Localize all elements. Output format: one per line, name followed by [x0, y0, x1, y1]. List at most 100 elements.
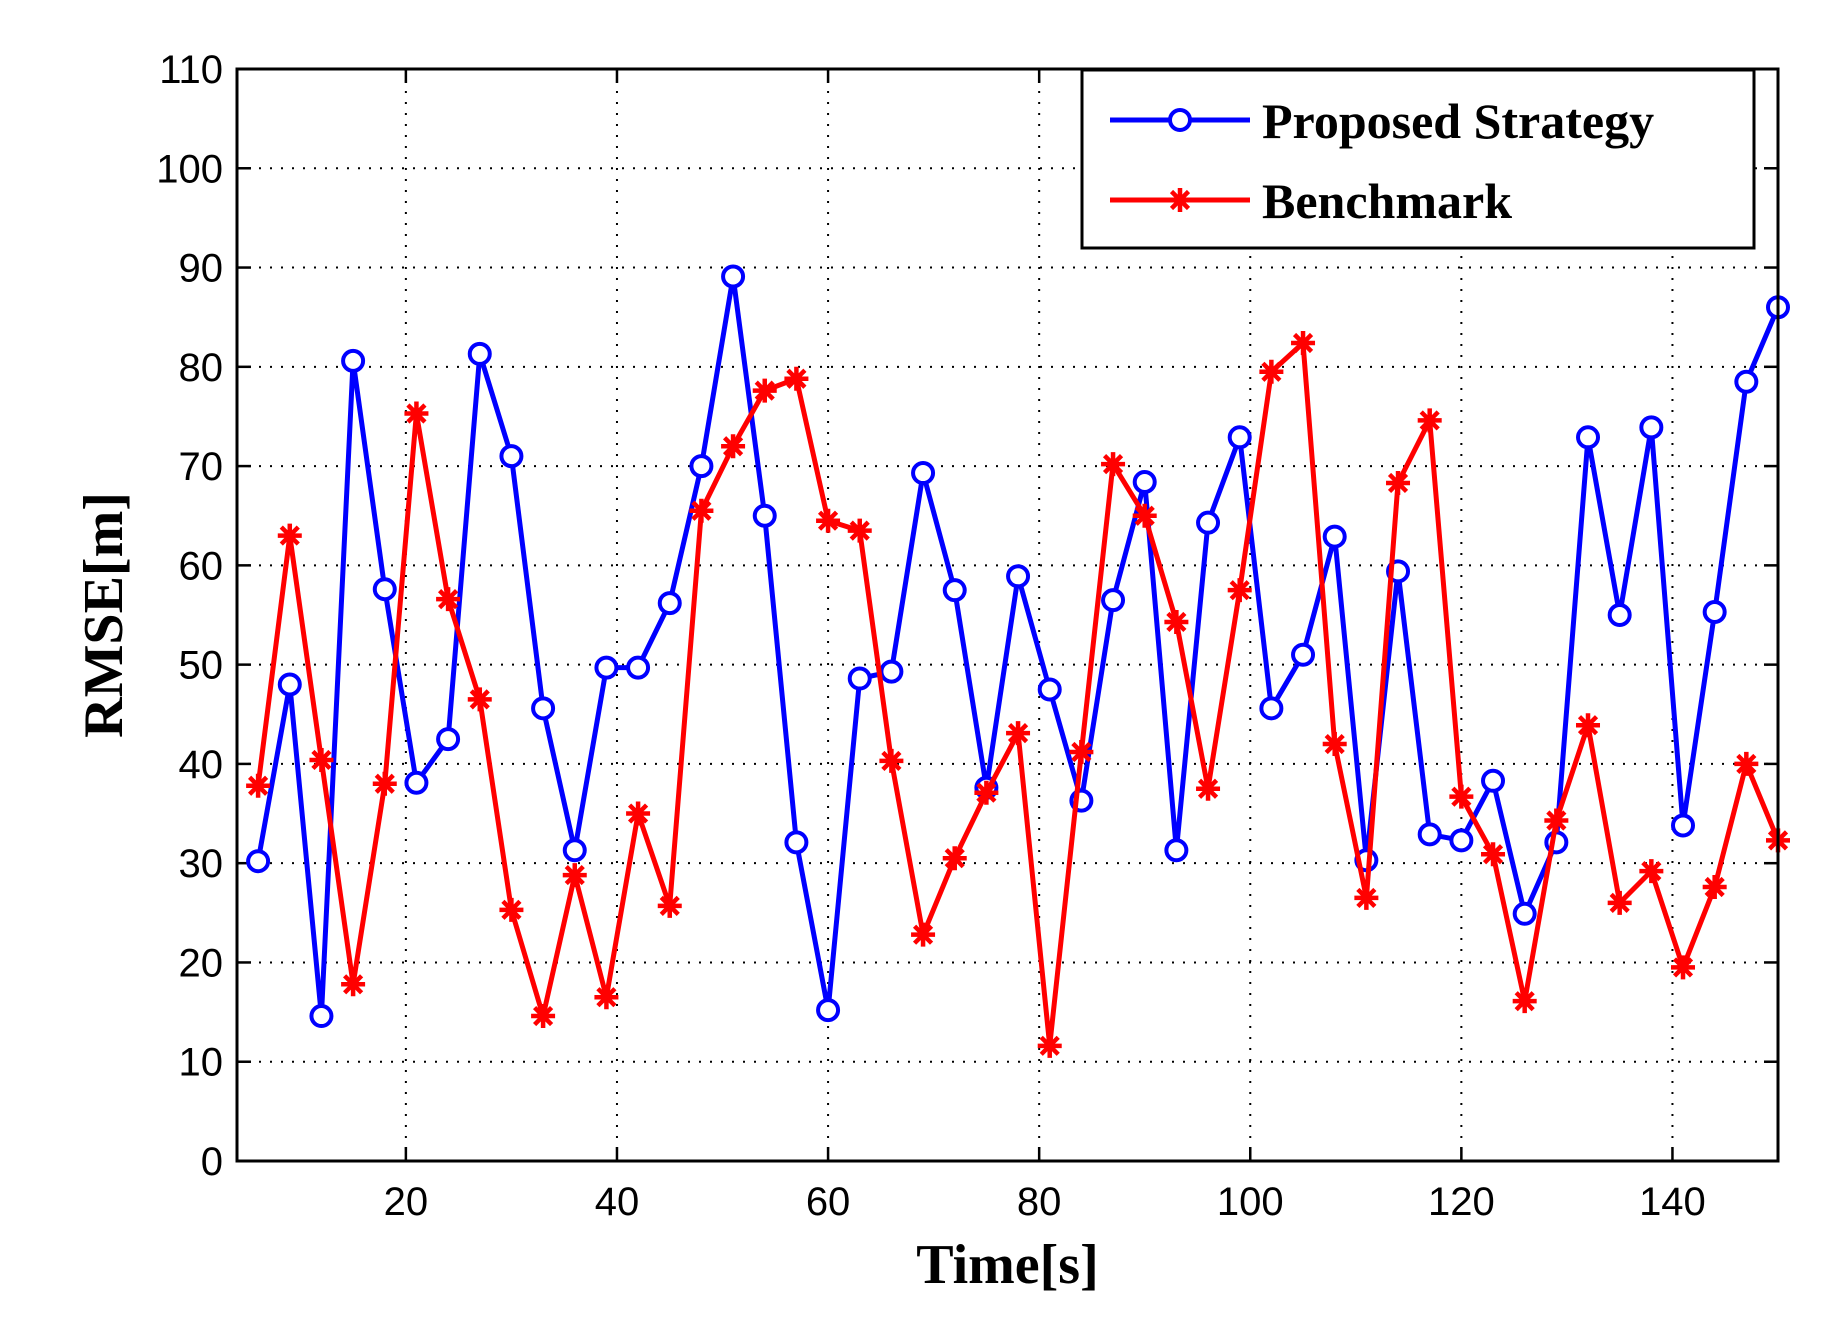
data-point-benchmark [1101, 452, 1126, 477]
data-point-proposed-strategy [277, 672, 302, 697]
data-point-proposed-strategy [1132, 469, 1157, 494]
data-point-benchmark [562, 863, 587, 888]
data-point-proposed-strategy [721, 264, 746, 289]
data-point-proposed-strategy [1576, 425, 1601, 450]
legend-label-proposed: Proposed Strategy [1262, 93, 1654, 149]
x-tick-label: 140 [1639, 1180, 1706, 1224]
y-tick-label: 90 [179, 247, 224, 291]
data-point-proposed-strategy [436, 727, 461, 752]
data-point-proposed-strategy [1639, 415, 1664, 440]
data-point-proposed-strategy [1291, 642, 1316, 667]
data-point-proposed-strategy [1417, 822, 1442, 847]
data-point-benchmark [721, 434, 746, 459]
data-point-benchmark [1702, 875, 1727, 900]
data-point-benchmark [752, 378, 777, 403]
y-tick-label: 20 [179, 941, 224, 985]
y-tick-label: 80 [179, 346, 224, 390]
data-point-benchmark [1354, 885, 1379, 910]
data-point-benchmark [341, 972, 366, 997]
data-point-proposed-strategy [847, 666, 872, 691]
data-point-benchmark [784, 366, 809, 391]
series-proposed-strategy [246, 264, 1790, 1029]
legend-box [1080, 68, 1756, 250]
y-tick-label: 10 [179, 1041, 224, 1085]
data-point-benchmark [879, 748, 904, 773]
x-axis-title: Time[s] [916, 1234, 1099, 1296]
data-point-benchmark [1037, 1033, 1062, 1058]
data-point-benchmark [942, 846, 967, 871]
data-point-benchmark [626, 801, 651, 826]
data-point-benchmark [1449, 784, 1474, 809]
plot-frame [235, 67, 1780, 1163]
data-point-proposed-strategy [1322, 524, 1347, 549]
data-point-proposed-strategy [341, 348, 366, 373]
data-point-benchmark [372, 771, 397, 796]
data-point-benchmark [1227, 578, 1252, 603]
data-point-benchmark [1259, 359, 1284, 384]
data-point-benchmark [1069, 739, 1094, 764]
data-point-benchmark [974, 780, 999, 805]
x-tick-label: 100 [1217, 1180, 1284, 1224]
data-point-proposed-strategy [1512, 901, 1537, 926]
data-point-benchmark [246, 773, 271, 798]
data-point-proposed-strategy [499, 444, 524, 469]
data-point-proposed-strategy [784, 830, 809, 855]
legend-marker-proposed [1168, 108, 1192, 132]
y-tick-label: 40 [179, 743, 224, 787]
data-point-benchmark [467, 687, 492, 712]
data-point-proposed-strategy [911, 461, 936, 486]
data-point-benchmark [1132, 503, 1157, 528]
data-point-proposed-strategy [1449, 828, 1474, 853]
data-point-benchmark [816, 508, 841, 533]
data-point-proposed-strategy [942, 578, 967, 603]
y-tick-label: 100 [156, 147, 223, 191]
data-point-benchmark [689, 498, 714, 523]
data-point-proposed-strategy [562, 838, 587, 863]
data-point-proposed-strategy [689, 454, 714, 479]
data-point-benchmark [1639, 859, 1664, 884]
data-point-proposed-strategy [752, 503, 777, 528]
y-tick-label: 50 [179, 644, 224, 688]
x-tick-label: 20 [384, 1180, 429, 1224]
data-point-proposed-strategy [404, 770, 429, 795]
data-point-proposed-strategy [1196, 510, 1221, 535]
x-tick-label: 40 [595, 1180, 640, 1224]
data-point-proposed-strategy [657, 591, 682, 616]
y-tick-label: 30 [179, 842, 224, 886]
data-point-benchmark [499, 897, 524, 922]
legend-marker-benchmark [1168, 188, 1192, 212]
data-point-proposed-strategy [1164, 838, 1189, 863]
data-point-benchmark [1544, 808, 1569, 833]
data-point-benchmark [1512, 989, 1537, 1014]
data-point-benchmark [436, 587, 461, 612]
data-point-proposed-strategy [1481, 768, 1506, 793]
y-tick-label: 70 [179, 445, 224, 489]
data-point-benchmark [594, 985, 619, 1010]
y-axis-title: RMSE[m] [73, 492, 135, 738]
legend-label-benchmark: Benchmark [1262, 173, 1512, 229]
data-point-proposed-strategy [1006, 564, 1031, 589]
y-tick-label: 110 [159, 48, 223, 92]
series-benchmark [246, 330, 1790, 1058]
data-point-benchmark [309, 747, 334, 772]
data-point-proposed-strategy [1101, 588, 1126, 613]
x-tick-label: 120 [1428, 1180, 1495, 1224]
data-point-benchmark [1196, 776, 1221, 801]
y-tick-label: 0 [201, 1140, 223, 1184]
x-tick-label: 60 [806, 1180, 851, 1224]
data-point-benchmark [1417, 408, 1442, 433]
data-point-benchmark [1386, 470, 1411, 495]
data-point-proposed-strategy [309, 1004, 334, 1029]
data-point-proposed-strategy [594, 655, 619, 680]
data-point-proposed-strategy [1734, 369, 1759, 394]
series-layer [246, 264, 1790, 1058]
data-point-benchmark [1576, 713, 1601, 738]
tick-labels: 20 40 60 80 100 120 140 0 10 20 30 40 50 60 70 80 90 100 1… [156, 48, 1706, 1224]
data-point-proposed-strategy [1607, 603, 1632, 627]
data-point-benchmark [657, 893, 682, 918]
data-point-benchmark [404, 401, 429, 426]
legend: Proposed Strategy Benchmark [1080, 68, 1756, 250]
data-point-benchmark [847, 518, 872, 543]
data-point-proposed-strategy [467, 341, 492, 366]
